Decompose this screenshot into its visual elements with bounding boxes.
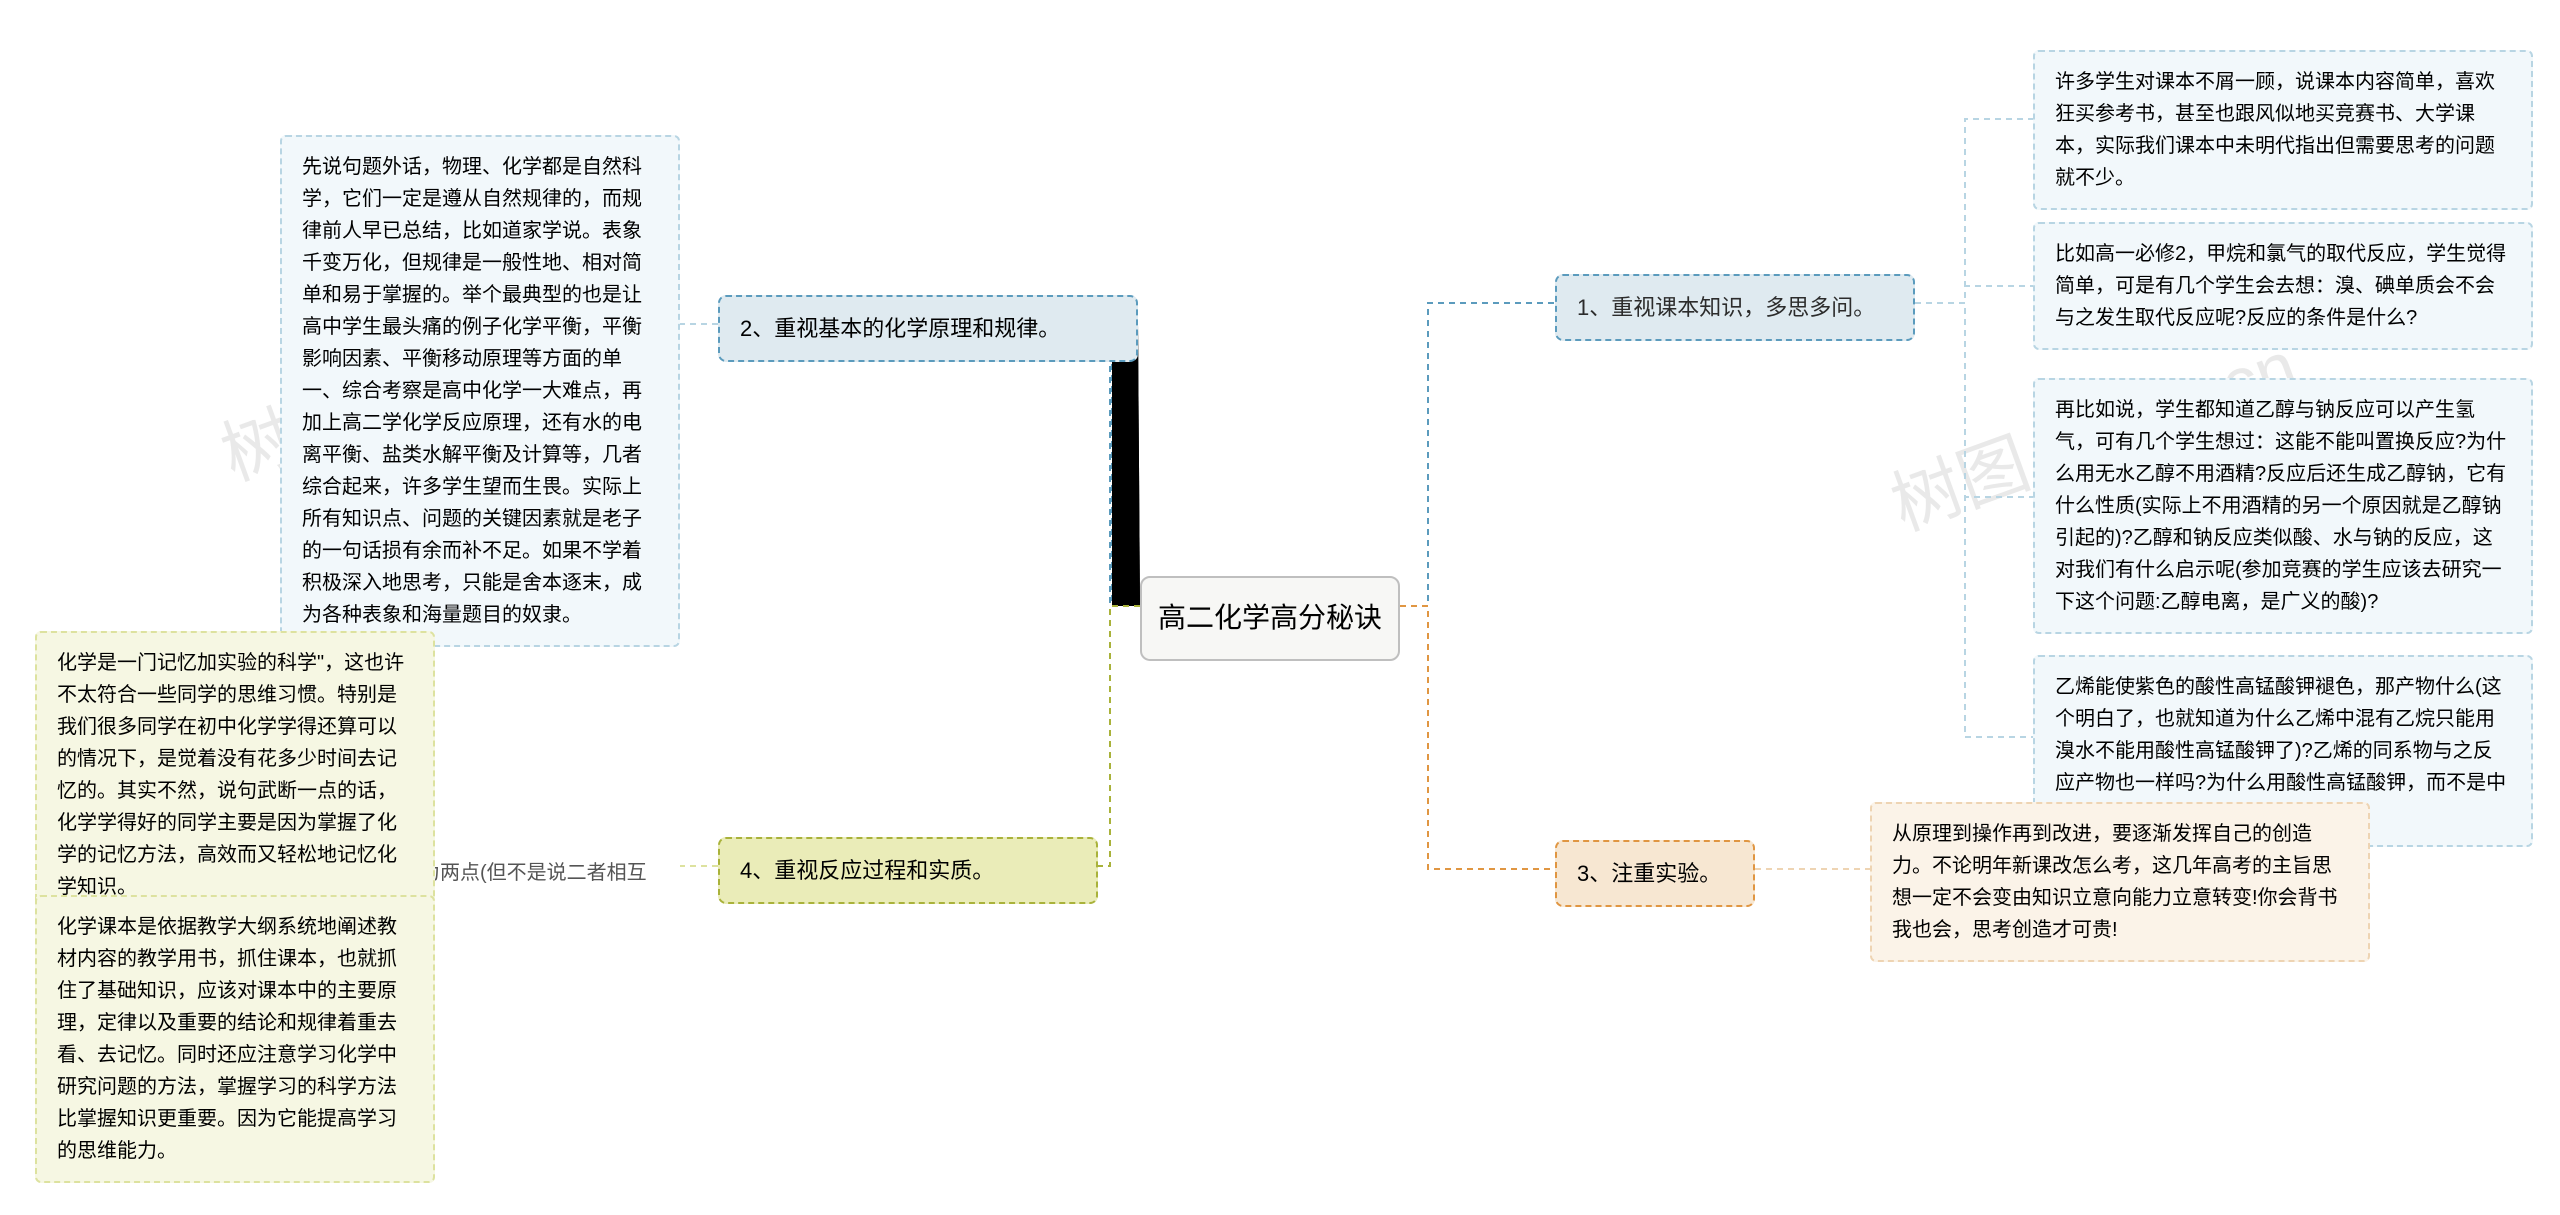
branch-4[interactable]: 4、重视反应过程和实质。 [718,837,1098,904]
branch-2[interactable]: 2、重视基本的化学原理和规律。 [718,295,1138,362]
leaf-b3a: 从原理到操作再到改进，要逐渐发挥自己的创造力。不论明年新课改怎么考，这几年高考的… [1870,802,2370,962]
branch-1[interactable]: 1、重视课本知识，多思多问。 [1555,274,1915,341]
leaf-b2a: 先说句题外话，物理、化学都是自然科学，它们一定是遵从自然规律的，而规律前人早已总… [280,135,680,647]
leaf-b4c1: 化学是一门记忆加实验的科学"，这也许不太符合一些同学的思维习惯。特别是我们很多同… [35,631,435,919]
leaf-b1c: 再比如说，学生都知道乙醇与钠反应可以产生氢气，可有几个学生想过：这能不能叫置换反… [2033,378,2533,634]
branch-3[interactable]: 3、注重实验。 [1555,840,1755,907]
leaf-b1b: 比如高一必修2，甲烷和氯气的取代反应，学生觉得简单，可是有几个学生会去想：溴、碘… [2033,222,2533,350]
leaf-b1a: 许多学生对课本不屑一顾，说课本内容简单，喜欢狂买参考书，甚至也跟风似地买竞赛书、… [2033,50,2533,210]
center-topic[interactable]: 高二化学高分秘诀 [1140,576,1400,661]
leaf-b4c2: 化学课本是依据教学大纲系统地阐述教材内容的教学用书，抓住课本，也就抓住了基础知识… [35,895,435,1183]
